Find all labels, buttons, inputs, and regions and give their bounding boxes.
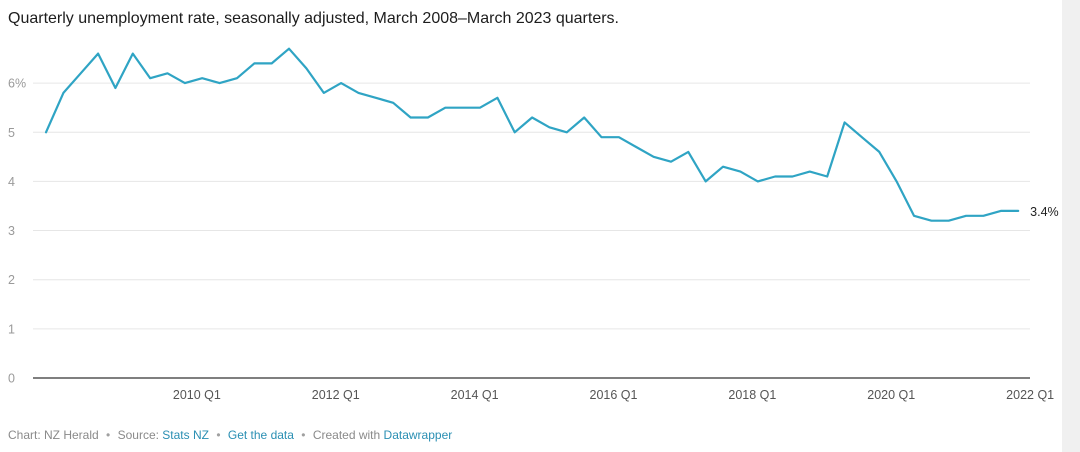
datawrapper-link[interactable]: Datawrapper — [383, 428, 453, 442]
y-tick-label: 4 — [8, 175, 15, 189]
y-tick-label: 3 — [8, 224, 15, 238]
y-tick-label: 6% — [8, 77, 26, 91]
x-tick-label: 2016 Q1 — [590, 388, 638, 402]
get-data-link[interactable]: Get the data — [227, 428, 294, 442]
x-tick-label: 2010 Q1 — [173, 388, 221, 402]
source-label: Source: — [117, 428, 159, 442]
chart-credit: Chart: NZ Herald — [8, 428, 99, 442]
x-tick-label: 2018 Q1 — [728, 388, 776, 402]
y-tick-label: 0 — [8, 372, 15, 386]
y-axis-tick-labels: 0 1 2 3 4 5 6% — [8, 77, 26, 386]
series-group — [44, 47, 1020, 222]
chart-title: Quarterly unemployment rate, seasonally … — [8, 10, 619, 27]
chart-footer: Chart: NZ Herald • Source: Stats NZ • Ge… — [8, 428, 452, 442]
series-line — [44, 47, 1020, 222]
footer-separator: • — [301, 428, 306, 442]
y-tick-label: 5 — [8, 126, 15, 140]
footer-separator: • — [216, 428, 221, 442]
x-axis-tick-labels: 2010 Q1 2012 Q1 2014 Q1 2016 Q1 2018 Q1 2020 … — [173, 388, 1054, 402]
page-edge-strip — [1062, 0, 1080, 452]
x-tick-label: 2020 Q1 — [867, 388, 915, 402]
footer-separator: • — [106, 428, 111, 442]
data-labels: 3.4% — [1030, 205, 1059, 219]
end-value-label: 3.4% — [1030, 205, 1059, 219]
y-tick-label: 2 — [8, 273, 15, 287]
source-link[interactable]: Stats NZ — [162, 428, 209, 442]
created-with-label: Created with — [312, 428, 381, 442]
gridlines — [33, 82, 1030, 379]
y-tick-label: 1 — [8, 322, 15, 336]
x-tick-label: 2012 Q1 — [312, 388, 360, 402]
x-tick-label: 2014 Q1 — [451, 388, 499, 402]
x-tick-label: 2022 Q1 — [1006, 388, 1054, 402]
